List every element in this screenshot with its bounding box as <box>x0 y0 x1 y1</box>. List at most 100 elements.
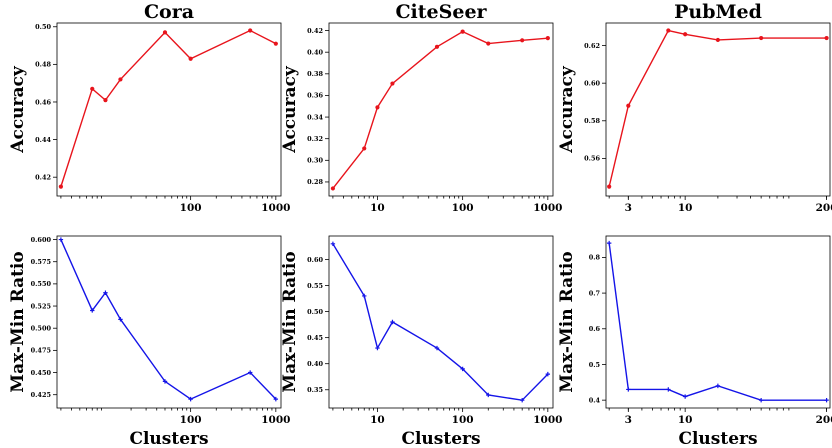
y-tick-label: 0.60 <box>584 79 600 87</box>
panel-4: 100 1000 0.425 0.450 0.475 0.500 0.525 0.550 0.5… <box>8 235 290 448</box>
x-tick-label: 10 <box>370 202 385 214</box>
y-tick-label: 0.56 <box>584 155 600 163</box>
series-line <box>332 243 549 401</box>
panel-1: 100 1000 0.42 0.44 0.46 0.48 0.50 Cora Accuracy <box>8 1 290 214</box>
x-tick-label: 200 <box>816 202 832 214</box>
data-point <box>162 30 168 35</box>
y-tick-label: 0.50 <box>35 23 51 31</box>
series-line <box>608 29 827 187</box>
y-tick-label: 0.30 <box>307 157 323 165</box>
data-point <box>162 379 168 384</box>
y-tick-label: 0.550 <box>31 280 52 288</box>
data-point <box>545 36 550 41</box>
y-axis-label: Max-Min Ratio <box>280 251 300 392</box>
y-tick-label: 0.7 <box>589 289 600 297</box>
series-line <box>60 239 277 400</box>
data-point <box>519 397 525 403</box>
data-point <box>486 41 491 46</box>
data-point <box>118 77 123 82</box>
y-tick-label: 0.42 <box>35 173 51 181</box>
data-point <box>606 240 612 246</box>
data-point <box>666 28 671 33</box>
series-line <box>332 30 548 189</box>
y-tick-label: 0.38 <box>307 70 323 78</box>
series-line <box>60 29 277 187</box>
y-tick-label: 0.46 <box>35 98 51 106</box>
x-tick-label: 100 <box>180 202 202 214</box>
data-point <box>330 241 336 247</box>
y-axis-label: Accuracy <box>280 65 300 154</box>
y-tick-label: 0.450 <box>31 369 52 377</box>
x-tick-label: 3 <box>625 202 632 214</box>
axes-frame <box>605 235 831 409</box>
data-point <box>375 105 380 110</box>
y-tick-label: 0.6 <box>589 325 601 333</box>
data-point <box>626 387 631 392</box>
y-axis-label: Max-Min Ratio <box>8 251 28 392</box>
y-tick-label: 0.60 <box>307 256 323 264</box>
axes-frame <box>56 22 282 197</box>
y-tick-label: 0.50 <box>307 308 323 316</box>
data-point <box>824 397 829 403</box>
panel-6: 3 10 200 0.4 0.5 0.6 0.7 0.8 Max-Min Ratio Cluste… <box>557 235 832 448</box>
y-tick-label: 0.58 <box>584 117 600 125</box>
data-point <box>90 308 95 313</box>
data-point <box>715 383 721 389</box>
data-point <box>683 32 688 37</box>
panel-2: 10 100 1000 0.28 0.30 0.32 0.34 0.36 0.38 0.40 0.4… <box>280 1 562 214</box>
x-tick-label: 100 <box>180 414 202 426</box>
x-tick-label: 1000 <box>261 414 290 426</box>
y-tick-label: 0.500 <box>31 325 52 333</box>
y-tick-label: 0.28 <box>307 178 323 186</box>
data-point <box>520 38 525 43</box>
y-tick-label: 0.36 <box>307 92 323 100</box>
x-axis-label: Clusters <box>678 429 757 448</box>
data-point <box>626 103 631 108</box>
data-point <box>682 394 688 399</box>
data-point <box>247 370 253 375</box>
x-tick-label: 1000 <box>261 202 290 214</box>
y-tick-label: 0.62 <box>584 42 600 50</box>
x-tick-label: 200 <box>816 414 832 426</box>
data-point <box>103 290 108 295</box>
x-axis-label: Clusters <box>129 429 208 448</box>
x-tick-label: 1000 <box>533 414 562 426</box>
panel-title: PubMed <box>674 1 762 23</box>
panel-3: 3 10 200 0.56 0.58 0.60 0.62 PubMed Accuracy <box>557 1 832 214</box>
data-point <box>375 345 380 351</box>
x-tick-label: 3 <box>625 414 632 426</box>
y-tick-label: 0.44 <box>35 136 51 144</box>
data-point <box>434 44 440 49</box>
data-point <box>486 392 491 398</box>
y-axis-label: Max-Min Ratio <box>557 251 577 392</box>
axes-frame <box>605 22 831 197</box>
axes-frame <box>56 235 282 409</box>
x-tick-label: 100 <box>452 202 474 214</box>
x-axis-label: Clusters <box>401 429 480 448</box>
y-tick-label: 0.32 <box>307 135 323 143</box>
y-tick-label: 0.8 <box>589 254 601 262</box>
y-tick-label: 0.5 <box>589 361 601 369</box>
data-point <box>273 41 278 46</box>
data-point <box>759 35 764 41</box>
panel-title: CiteSeer <box>395 1 487 23</box>
panel-5: 10 100 1000 0.35 0.40 0.45 0.50 0.55 0.60 Max-Min… <box>280 235 562 448</box>
data-point <box>715 37 720 43</box>
data-point <box>362 293 367 299</box>
y-tick-label: 0.40 <box>307 360 323 368</box>
y-tick-label: 0.525 <box>31 302 52 310</box>
data-point <box>103 97 108 103</box>
data-point <box>58 184 63 189</box>
axes-frame <box>328 235 554 409</box>
data-point <box>90 86 95 91</box>
data-point <box>460 29 465 34</box>
axes-frame <box>328 22 554 197</box>
y-tick-label: 0.40 <box>307 48 323 56</box>
x-tick-label: 1000 <box>533 202 562 214</box>
data-point <box>460 366 465 372</box>
data-point <box>607 184 612 189</box>
data-point <box>434 345 440 351</box>
data-point <box>118 317 123 322</box>
series-line <box>608 243 827 401</box>
